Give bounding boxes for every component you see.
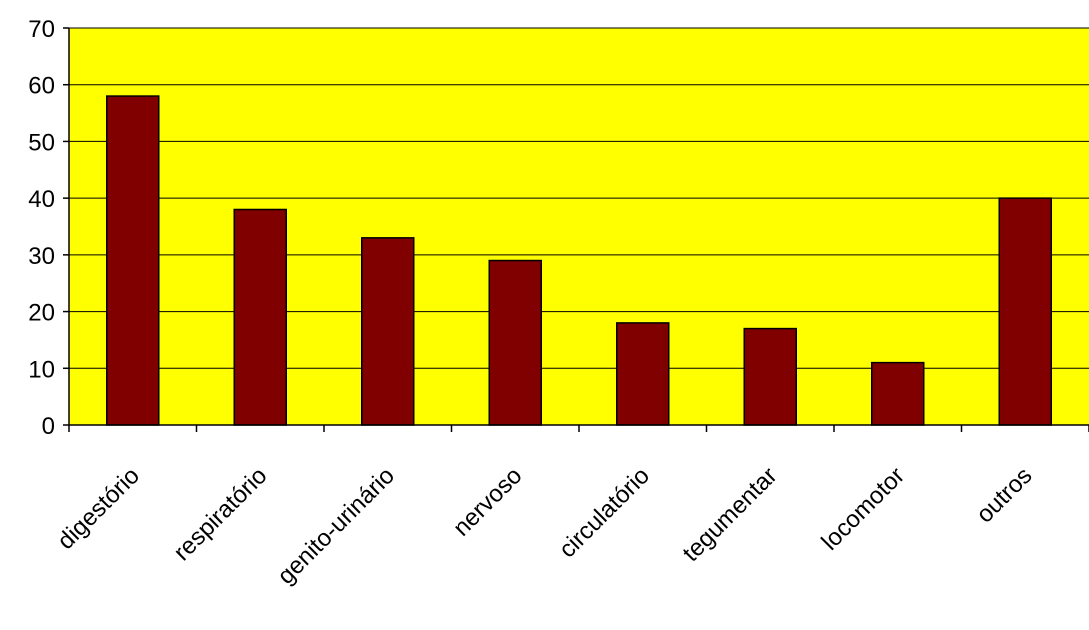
bar-respiratório	[233, 208, 287, 426]
x-axis-category-labels: digestório respiratório genito-urinário ner…	[52, 462, 1037, 590]
y-tick-label: 40	[28, 186, 55, 213]
bars	[106, 95, 1052, 426]
category-label: digestório	[52, 462, 145, 555]
y-tick-label: 10	[28, 356, 55, 383]
bar-digestório	[106, 95, 160, 426]
category-label: circulatório	[554, 462, 655, 563]
bar-tegumentar	[743, 327, 797, 426]
y-axis-tick-labels: 0 10 20 30 40 50 60 70	[28, 16, 55, 440]
y-tick-label: 20	[28, 300, 55, 327]
category-label: tegumentar	[678, 462, 783, 567]
category-label: respiratório	[169, 462, 273, 566]
category-label: nervoso	[448, 462, 527, 541]
bar-nervoso	[488, 259, 542, 426]
bar-locomotor	[871, 361, 925, 426]
category-label: locomotor	[816, 462, 910, 556]
bar-genito-urinário	[361, 237, 415, 426]
category-label: outros	[971, 462, 1037, 528]
y-tick-label: 70	[28, 16, 55, 43]
plot-area	[69, 28, 1089, 425]
y-tick-label: 50	[28, 129, 55, 156]
y-tick-label: 30	[28, 243, 55, 270]
y-tick-label: 0	[42, 413, 55, 440]
y-axis-ticks	[63, 27, 69, 426]
bar-outros	[998, 197, 1052, 426]
bar-circulatório	[616, 322, 670, 426]
category-label: genito-urinário	[272, 462, 400, 590]
y-tick-label: 60	[28, 73, 55, 100]
x-axis-ticks	[68, 425, 1089, 432]
